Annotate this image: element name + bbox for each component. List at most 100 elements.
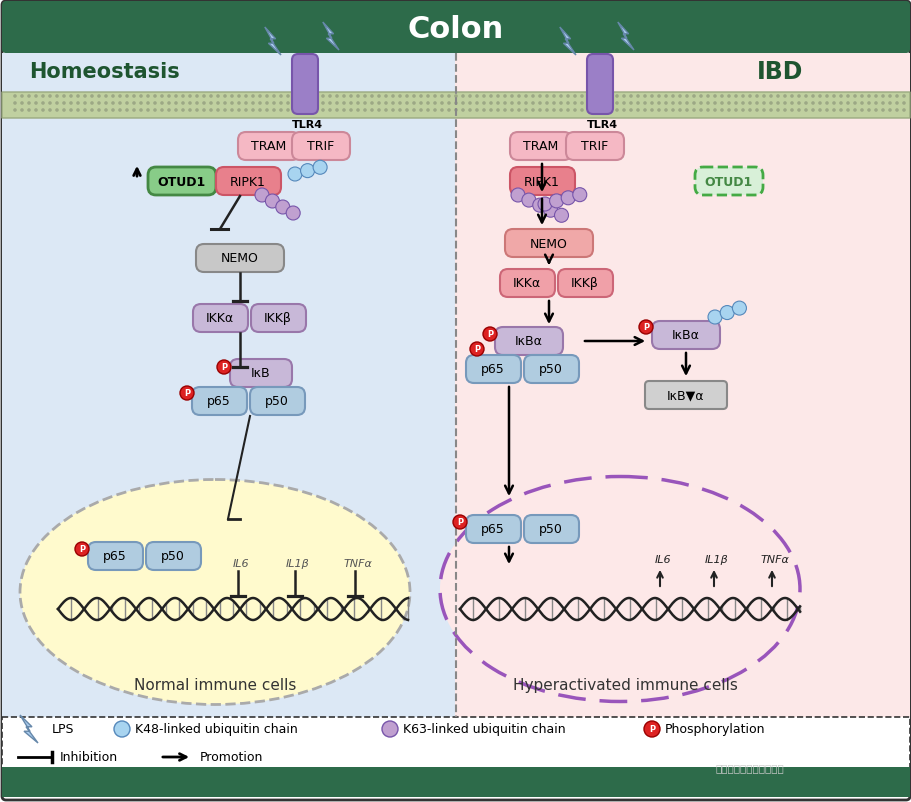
Circle shape [118,95,122,99]
Circle shape [549,195,563,209]
Circle shape [754,109,758,112]
Circle shape [720,95,723,99]
Circle shape [838,109,842,112]
Circle shape [810,102,814,106]
Circle shape [27,95,31,99]
FancyBboxPatch shape [466,516,520,543]
Circle shape [139,102,143,106]
Circle shape [404,95,408,99]
Circle shape [901,102,905,106]
Circle shape [537,109,541,112]
Circle shape [831,102,834,106]
Circle shape [560,192,575,205]
Circle shape [69,95,73,99]
FancyBboxPatch shape [651,322,719,350]
Circle shape [384,109,387,112]
Circle shape [328,95,332,99]
Text: TLR4: TLR4 [586,119,617,130]
Circle shape [34,109,37,112]
FancyBboxPatch shape [146,542,200,570]
Circle shape [454,95,457,99]
Circle shape [83,102,87,106]
Circle shape [874,109,876,112]
Circle shape [726,102,730,106]
Circle shape [483,327,496,342]
Circle shape [783,102,786,106]
Circle shape [705,109,709,112]
Circle shape [707,310,722,325]
Circle shape [167,102,170,106]
Circle shape [382,721,397,737]
Text: IKKβ: IKKβ [264,312,292,325]
Circle shape [530,95,534,99]
Circle shape [41,109,45,112]
Circle shape [27,109,31,112]
Circle shape [377,95,381,99]
Circle shape [537,95,541,99]
Circle shape [167,95,170,99]
Circle shape [412,95,415,99]
Circle shape [824,95,828,99]
Circle shape [663,102,667,106]
FancyBboxPatch shape [2,717,909,769]
Circle shape [195,109,199,112]
Circle shape [747,109,751,112]
Circle shape [887,95,891,99]
Polygon shape [20,715,38,743]
Circle shape [608,95,611,99]
Circle shape [349,102,353,106]
Circle shape [608,102,611,106]
Circle shape [153,102,157,106]
Circle shape [48,102,52,106]
Circle shape [684,109,688,112]
Circle shape [230,109,233,112]
Circle shape [587,102,590,106]
Circle shape [566,102,569,106]
Circle shape [335,102,338,106]
Circle shape [419,109,423,112]
Circle shape [901,95,905,99]
Circle shape [853,102,855,106]
Text: p65: p65 [103,550,127,563]
Circle shape [650,109,653,112]
Circle shape [859,102,863,106]
Circle shape [433,109,436,112]
Circle shape [342,102,345,106]
Circle shape [629,102,632,106]
Circle shape [517,95,520,99]
Circle shape [789,102,793,106]
Text: P: P [486,330,493,339]
Circle shape [75,542,89,557]
Circle shape [363,109,366,112]
Circle shape [279,102,282,106]
Circle shape [342,109,345,112]
Circle shape [349,109,353,112]
Circle shape [775,109,779,112]
Circle shape [398,102,402,106]
Circle shape [433,102,436,106]
Circle shape [146,102,149,106]
Circle shape [488,95,492,99]
Circle shape [114,721,130,737]
Circle shape [62,102,66,106]
Circle shape [391,95,394,99]
Circle shape [496,95,499,99]
Circle shape [594,109,597,112]
Circle shape [762,95,765,99]
Circle shape [629,95,632,99]
Circle shape [237,109,241,112]
Circle shape [636,102,640,106]
Circle shape [255,188,269,203]
Circle shape [356,95,360,99]
Circle shape [804,102,807,106]
Circle shape [615,109,619,112]
Circle shape [412,109,415,112]
Circle shape [754,95,758,99]
Circle shape [678,95,681,99]
Circle shape [62,95,66,99]
Text: NEMO: NEMO [220,252,259,265]
Circle shape [77,109,79,112]
Circle shape [517,102,520,106]
Circle shape [209,102,212,106]
Circle shape [650,102,653,106]
